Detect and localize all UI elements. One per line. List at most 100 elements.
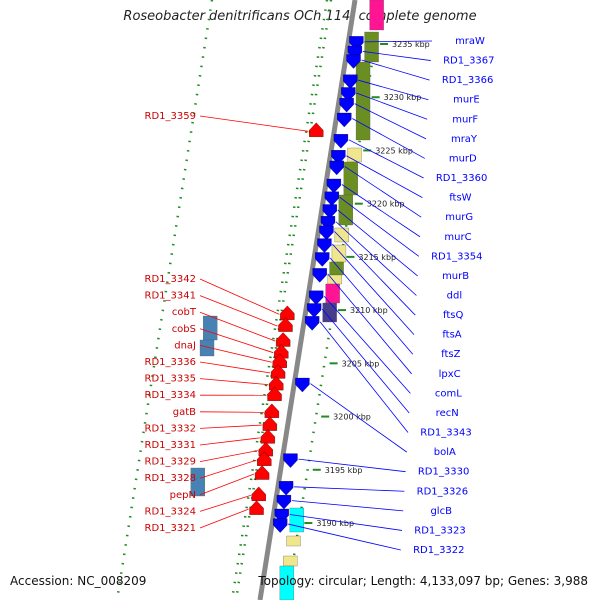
- gene-label[interactable]: RD1_3323: [414, 525, 465, 536]
- forward-gene-arrow: [270, 364, 286, 379]
- gene-label[interactable]: murC: [444, 232, 471, 243]
- gene-label[interactable]: pepN: [170, 490, 196, 501]
- gene-leader-line: [199, 494, 251, 512]
- gene-leader-line: [199, 345, 272, 363]
- gene-label[interactable]: gatB: [173, 407, 196, 418]
- scale-tick-label: 3225 kbp: [375, 146, 413, 155]
- gene-leader-line: [199, 450, 258, 462]
- reverse-gene-arrow: [276, 494, 292, 510]
- gene-label[interactable]: RD1_3359: [145, 111, 196, 122]
- gene-label[interactable]: murB: [442, 271, 469, 282]
- gene-label[interactable]: RD1_3328: [145, 473, 196, 484]
- genome-backbone: [257, 0, 358, 600]
- gene-label[interactable]: cobS: [172, 324, 196, 335]
- gene-leader-line: [298, 458, 406, 473]
- forward-gene-arrow: [258, 441, 273, 457]
- feature-ring-segment: [190, 467, 205, 497]
- gene-label[interactable]: RD1_3322: [413, 545, 464, 556]
- reverse-gene-arrow: [315, 252, 330, 267]
- gene-label[interactable]: RD1_3321: [145, 523, 196, 534]
- reverse-gene-arrow: [326, 178, 341, 194]
- reverse-gene-arrow: [319, 225, 334, 241]
- gene-label[interactable]: RD1_3341: [145, 291, 196, 302]
- gene-label[interactable]: dnaJ: [174, 340, 196, 351]
- forward-gene-arrow: [267, 386, 282, 401]
- gene-label[interactable]: mraY: [451, 134, 478, 145]
- gene-label[interactable]: ftsW: [449, 193, 471, 204]
- gene-leader-line: [354, 103, 427, 140]
- gene-label[interactable]: cobT: [172, 307, 197, 318]
- gene-label[interactable]: RD1_3335: [145, 374, 196, 385]
- forward-gene-arrow: [309, 122, 324, 137]
- reverse-gene-arrow: [333, 134, 349, 149]
- feature-ring-segment: [203, 315, 218, 341]
- feature-ring-segment: [322, 302, 337, 323]
- gene-label[interactable]: RD1_3336: [145, 357, 196, 368]
- genome-summary: Topology: circular; Length: 4,133,097 bp…: [258, 574, 588, 588]
- gene-label[interactable]: murG: [445, 212, 473, 223]
- gene-leader-line: [321, 308, 410, 414]
- reverse-gene-arrow: [283, 453, 298, 468]
- gene-label[interactable]: RD1_3332: [145, 423, 196, 434]
- gene-label[interactable]: RD1_3343: [420, 428, 471, 439]
- gene-leader-line: [199, 361, 271, 374]
- gene-label[interactable]: ftsQ: [443, 310, 463, 321]
- gene-label[interactable]: RD1_3331: [145, 440, 196, 451]
- feature-ring-segment: [329, 261, 344, 276]
- reverse-gene-arrow: [317, 238, 332, 253]
- feature-ring-segment: [338, 194, 353, 226]
- gene-label[interactable]: RD1_3329: [145, 457, 196, 468]
- gene-label[interactable]: ftsZ: [441, 349, 460, 360]
- scale-tick-label: 3215 kbp: [358, 253, 396, 262]
- forward-gene-arrow: [280, 305, 295, 321]
- gene-label[interactable]: RD1_3342: [145, 274, 196, 285]
- gene-label[interactable]: RD1_3366: [442, 75, 493, 86]
- feature-ring-segment: [279, 565, 295, 600]
- reverse-gene-arrow: [346, 54, 361, 69]
- forward-gene-labels: RD1_3359 RD1_3342 RD1_3341 cobT cobS dnaJ RD1_…: [145, 111, 309, 534]
- gene-label[interactable]: lpxC: [439, 369, 461, 380]
- feature-ring-segment: [334, 227, 350, 243]
- reverse-gene-arrow: [307, 303, 322, 318]
- scale-tick-label: 3235 kbp: [392, 40, 430, 49]
- gene-leader-line: [334, 231, 416, 316]
- gene-label[interactable]: murE: [453, 95, 480, 106]
- gene-label[interactable]: bolA: [434, 447, 456, 458]
- gene-label[interactable]: murF: [452, 114, 478, 125]
- reverse-gene-arrow: [339, 97, 354, 113]
- feature-ring-segment: [286, 535, 301, 547]
- feature-ring-segment: [331, 244, 347, 263]
- forward-gene-arrow: [249, 500, 264, 515]
- forward-gene-arrow: [264, 403, 280, 418]
- gene-label[interactable]: RD1_3334: [145, 390, 196, 401]
- gene-label[interactable]: RD1_3330: [418, 467, 469, 478]
- gene-leader-line: [362, 51, 431, 61]
- gene-label[interactable]: murD: [449, 153, 477, 164]
- gene-leader-line: [199, 424, 262, 429]
- gene-label[interactable]: RD1_3326: [417, 486, 468, 497]
- gene-leader-line: [291, 500, 404, 512]
- gene-label[interactable]: ddl: [447, 291, 462, 302]
- forward-gene-arrow: [278, 317, 293, 332]
- gene-leader-line: [327, 273, 412, 375]
- gene-label[interactable]: RD1_3354: [431, 251, 482, 262]
- gene-leader-line: [199, 295, 278, 327]
- scale-tick-label: 3195 kbp: [325, 466, 363, 475]
- gene-label[interactable]: glcB: [430, 506, 452, 517]
- gene-label[interactable]: recN: [436, 408, 459, 419]
- gene-label[interactable]: RD1_3367: [443, 56, 494, 67]
- gene-label[interactable]: ftsA: [442, 330, 461, 341]
- gene-leader-line: [352, 118, 425, 159]
- reverse-gene-arrow: [305, 316, 320, 331]
- reverse-gene-arrow: [331, 150, 346, 165]
- gene-label[interactable]: mraW: [455, 36, 485, 47]
- gene-label[interactable]: comL: [435, 388, 462, 399]
- gene-leader-line: [199, 278, 280, 315]
- gene-label[interactable]: RD1_3324: [145, 506, 196, 517]
- reverse-strand-genes: [273, 36, 364, 533]
- feature-ring-segment: [364, 31, 379, 63]
- gene-label[interactable]: RD1_3360: [436, 173, 487, 184]
- gene-leader-line: [319, 321, 409, 433]
- gene-leader-line: [199, 328, 274, 354]
- reverse-gene-arrow: [322, 204, 337, 219]
